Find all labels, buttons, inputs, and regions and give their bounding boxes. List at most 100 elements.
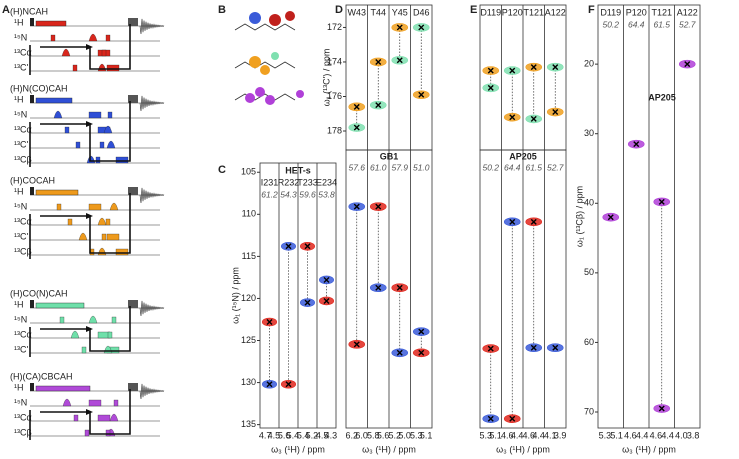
- x-tick-label: 4.6: [650, 430, 663, 440]
- peak-marker: [266, 381, 273, 388]
- y-tick-label: 105: [241, 167, 256, 177]
- peak-marker: [633, 141, 640, 148]
- pulse: [30, 95, 34, 103]
- strip-title: AP205: [509, 151, 537, 161]
- peak-marker: [396, 284, 403, 291]
- pulse: [30, 18, 34, 26]
- x-tick-label: 6.2: [346, 430, 359, 440]
- channel-label: ¹H: [14, 382, 24, 392]
- peak-marker: [684, 61, 691, 68]
- x-tick-label: 5.3: [480, 430, 493, 440]
- peak-marker: [353, 203, 360, 210]
- peak-marker: [658, 198, 665, 205]
- panel-letter: E: [470, 4, 477, 16]
- x-tick-label: 4.6: [624, 430, 637, 440]
- channel-label: ¹³C': [14, 231, 28, 241]
- x-tick-label: 5.1: [610, 430, 623, 440]
- peak-marker: [552, 64, 559, 71]
- arrow-head: [86, 326, 93, 332]
- channel-label: ¹⁵N: [14, 314, 27, 324]
- shift-label: 52.7: [679, 19, 696, 29]
- peak-marker: [375, 203, 382, 210]
- peak-marker: [509, 218, 516, 225]
- channel-label: ¹⁵N: [14, 32, 27, 42]
- residue-label: P120: [502, 7, 523, 17]
- pulse: [113, 399, 119, 407]
- x-tick-label: 4.7: [259, 430, 272, 440]
- panel-letter: A: [2, 4, 10, 16]
- panel-letter: B: [218, 4, 226, 16]
- x-tick-label: 5.1: [420, 430, 433, 440]
- x-tick-label: 4.0: [675, 430, 688, 440]
- x-tick-label: 4.6: [501, 430, 514, 440]
- peak-marker: [396, 349, 403, 356]
- x-tick-label: 4.4: [636, 430, 649, 440]
- shaped-pulse: [97, 217, 107, 226]
- pulse: [35, 97, 73, 104]
- panel-letter: C: [218, 164, 226, 176]
- peak-marker: [487, 67, 494, 74]
- y-tick-label: 50: [584, 267, 594, 277]
- channel-label: ¹H: [14, 299, 24, 309]
- pulse: [59, 316, 65, 324]
- pulse: [115, 156, 129, 164]
- pulse: [106, 64, 120, 72]
- x-tick-label: 5.2: [306, 430, 319, 440]
- peak-marker: [530, 218, 537, 225]
- shaped-pulse: [109, 413, 119, 422]
- y-tick-label: 20: [584, 59, 594, 69]
- residue-label: D119: [600, 7, 621, 17]
- y-tick-label: 174: [327, 56, 342, 66]
- pulse: [72, 64, 78, 72]
- fid: [139, 300, 165, 317]
- residue-label: I231: [261, 177, 279, 187]
- y-tick-label: 60: [584, 337, 594, 347]
- peak-marker: [418, 349, 425, 356]
- pulse: [35, 20, 67, 27]
- peak-marker: [375, 58, 382, 65]
- y-tick-label: 110: [242, 209, 256, 219]
- y-tick-label: 120: [241, 293, 256, 303]
- shift-label: 53.8: [318, 189, 335, 199]
- pulse: [67, 218, 73, 226]
- transfer-arrow: [29, 101, 131, 167]
- channel-label: ¹³Cα: [14, 47, 32, 57]
- pulse: [30, 383, 34, 391]
- peak-marker: [552, 109, 559, 116]
- y-tick-label: 172: [327, 22, 342, 32]
- x-tick-label: 5.1: [489, 430, 502, 440]
- x-axis-label: ω₃ (¹H) / ppm: [271, 444, 325, 454]
- peak-marker: [530, 344, 537, 351]
- channel-label: ¹³C': [14, 62, 28, 72]
- shaped-pulse: [106, 140, 116, 149]
- x-axis-label: ω₃ (¹H) / ppm: [622, 444, 676, 454]
- x-tick-label: 3.8: [687, 430, 700, 440]
- pulse: [111, 316, 117, 324]
- strip-title: GB1: [380, 151, 399, 161]
- y-axis-label: ω₁ (¹³C') / ppm: [321, 49, 331, 107]
- pulse: [30, 187, 34, 195]
- channel-label: ¹³Cβ: [14, 246, 32, 256]
- x-tick-label: 5.0: [398, 430, 411, 440]
- residue-label: T233: [297, 177, 318, 187]
- shift-label: 64.4: [504, 162, 521, 172]
- shift-label: 57.9: [391, 162, 408, 172]
- x-tick-label: 4.4: [661, 430, 674, 440]
- pulse: [101, 49, 107, 57]
- channel-label: ¹³Cα: [14, 216, 32, 226]
- channel-label: ¹H: [14, 186, 24, 196]
- y-tick-label: 135: [241, 419, 256, 429]
- peak-marker: [375, 102, 382, 109]
- residue-label: T44: [370, 7, 386, 17]
- strip-title: HET-s: [285, 165, 311, 175]
- arrow-head: [86, 213, 93, 219]
- shaped-pulse: [53, 110, 63, 119]
- peak-marker: [552, 344, 559, 351]
- sequence-name: (H)COCAH: [10, 175, 55, 185]
- sequence-name: (H)(CA)CBCAH: [10, 371, 73, 381]
- pulse: [128, 300, 138, 308]
- pulse: [88, 111, 102, 119]
- x-tick-label: 5.4: [297, 430, 310, 440]
- panel-letter: D: [335, 4, 343, 16]
- residue-label: E234: [316, 177, 337, 187]
